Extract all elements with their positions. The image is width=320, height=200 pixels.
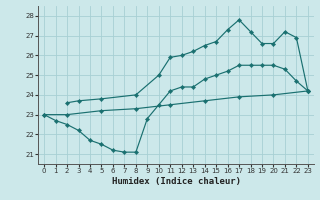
X-axis label: Humidex (Indice chaleur): Humidex (Indice chaleur) [111, 177, 241, 186]
